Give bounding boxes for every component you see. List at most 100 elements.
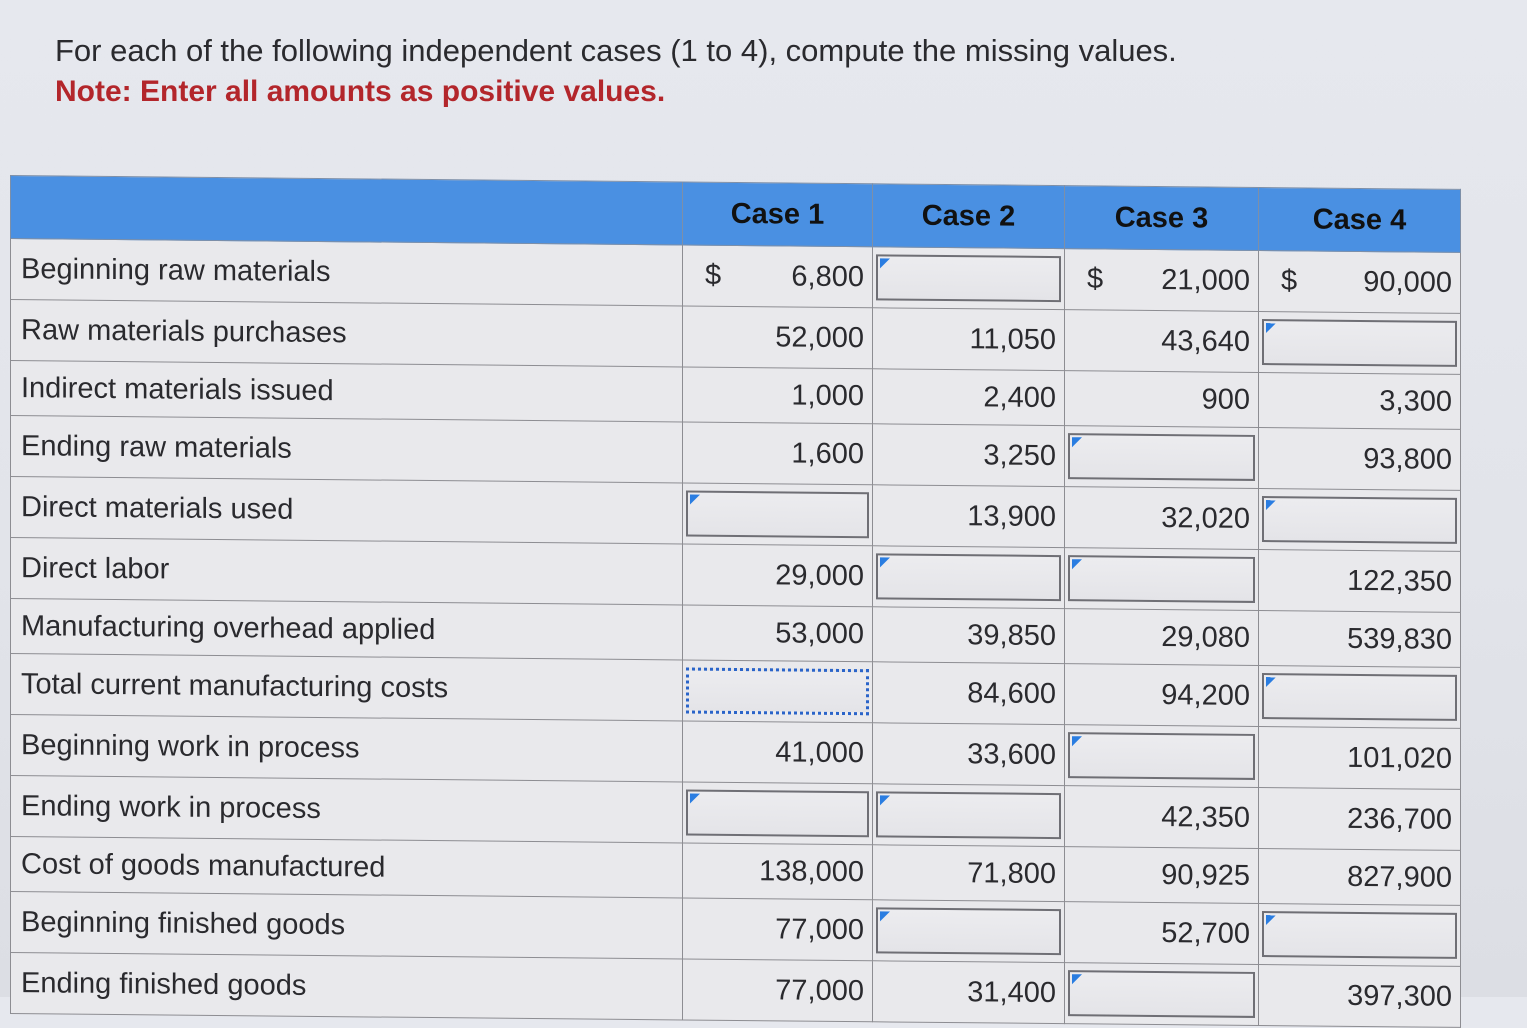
answer-input-case-2[interactable] — [876, 254, 1061, 303]
row-label: Direct materials used — [10, 476, 683, 544]
value-cell: 52,700 — [1064, 901, 1259, 965]
cell-value: 39,850 — [967, 618, 1056, 652]
answer-input-case-2[interactable] — [876, 553, 1061, 602]
answer-input-case-3[interactable] — [1068, 433, 1255, 481]
answer-cell — [872, 783, 1065, 847]
answer-cell — [1064, 547, 1259, 611]
header-case-2: Case 2 — [872, 183, 1065, 249]
cell-value: 31,400 — [967, 975, 1056, 1009]
cell-value: 71,800 — [967, 856, 1056, 890]
value-cell: 53,000 — [682, 604, 873, 662]
answer-input-case-2[interactable] — [876, 907, 1061, 956]
header-case-4: Case 4 — [1258, 187, 1461, 253]
answer-input-case-3[interactable] — [1068, 970, 1255, 1018]
cell-value: 90,000 — [1363, 265, 1452, 299]
value-cell: $21,000 — [1064, 248, 1259, 312]
cell-value: 122,350 — [1347, 564, 1452, 598]
instructions-note: Note: Enter all amounts as positive valu… — [55, 75, 666, 108]
value-cell: 3,300 — [1258, 372, 1461, 430]
cell-value: 29,000 — [775, 558, 864, 592]
value-cell: 43,640 — [1064, 309, 1259, 373]
cell-value: 13,900 — [967, 499, 1056, 533]
cell-value: 236,700 — [1347, 802, 1452, 836]
answer-input-case-4[interactable] — [1262, 911, 1457, 959]
answer-cell — [872, 545, 1065, 609]
answer-cell — [682, 482, 873, 546]
answer-cell — [1064, 724, 1259, 788]
cell-value: 43,640 — [1161, 324, 1250, 358]
cell-value: 77,000 — [775, 912, 864, 946]
answer-input-case-1[interactable] — [686, 789, 869, 838]
row-label: Beginning work in process — [10, 714, 683, 782]
answer-input-case-3[interactable] — [1068, 732, 1255, 780]
cell-value: 539,830 — [1347, 622, 1452, 656]
value-cell: 93,800 — [1258, 427, 1461, 491]
value-cell: 539,830 — [1258, 610, 1461, 668]
answer-cell — [1064, 962, 1259, 1026]
cell-value: 93,800 — [1363, 442, 1452, 476]
value-cell: 397,300 — [1258, 964, 1461, 1028]
cell-value: 84,600 — [967, 676, 1056, 710]
value-cell: 1,600 — [682, 421, 873, 485]
table-body: Beginning raw materials $6,800 $21,000 $90,… — [10, 238, 1461, 1028]
answer-input-case-4[interactable] — [1262, 319, 1457, 367]
value-cell: 31,400 — [872, 960, 1065, 1024]
answer-input-case-1[interactable] — [686, 667, 869, 716]
cell-value: 101,020 — [1347, 741, 1452, 775]
cell-value: 900 — [1201, 382, 1250, 416]
currency-symbol: $ — [1087, 262, 1104, 295]
cases-table: Case 1 Case 2 Case 3 Case 4 Beginning ra… — [10, 175, 1461, 1028]
row-label: Ending raw materials — [10, 415, 683, 483]
row-label: Beginning finished goods — [10, 891, 683, 959]
cell-value: 90,925 — [1161, 858, 1250, 892]
cell-value: 42,350 — [1161, 800, 1250, 834]
cell-value: 1,600 — [791, 437, 864, 470]
answer-input-case-4[interactable] — [1262, 496, 1457, 544]
cell-value: 1,000 — [791, 379, 864, 412]
answer-cell — [872, 246, 1065, 310]
value-cell: 2,400 — [872, 368, 1065, 426]
row-label: Ending work in process — [10, 775, 683, 843]
row-label: Cost of goods manufactured — [10, 836, 683, 898]
cell-value: 3,300 — [1379, 384, 1452, 418]
cell-value: 138,000 — [759, 854, 864, 888]
value-cell: 29,080 — [1064, 608, 1259, 666]
answer-cell — [1258, 903, 1461, 967]
answer-input-case-1[interactable] — [686, 490, 869, 539]
cell-value: 11,050 — [969, 322, 1056, 356]
answer-cell — [1258, 665, 1461, 729]
answer-cell — [682, 659, 873, 723]
row-label: Raw materials purchases — [10, 299, 683, 367]
value-cell: 39,850 — [872, 606, 1065, 664]
cell-value: 52,700 — [1161, 916, 1250, 950]
value-cell: 3,250 — [872, 423, 1065, 487]
cell-value: 827,900 — [1347, 860, 1452, 894]
cell-value: 21,000 — [1161, 263, 1250, 297]
header-case-1: Case 1 — [682, 181, 873, 247]
row-label: Total current manufacturing costs — [10, 653, 683, 721]
value-cell: 827,900 — [1258, 848, 1461, 906]
cell-value: 77,000 — [775, 973, 864, 1007]
value-cell: $6,800 — [682, 244, 873, 308]
answer-input-case-3[interactable] — [1068, 555, 1255, 603]
value-cell: 94,200 — [1064, 663, 1259, 727]
cell-value: 29,080 — [1161, 620, 1250, 654]
value-cell: 71,800 — [872, 844, 1065, 902]
cell-value: 52,000 — [775, 320, 864, 354]
cell-value: 397,300 — [1347, 979, 1452, 1013]
cell-value: 94,200 — [1161, 678, 1250, 712]
answer-input-case-2[interactable] — [876, 791, 1061, 840]
currency-symbol: $ — [1281, 264, 1298, 297]
instructions: For each of the following independent ca… — [55, 30, 1475, 112]
instructions-text: For each of the following independent ca… — [55, 33, 1177, 68]
row-label: Ending finished goods — [10, 952, 683, 1020]
value-cell: 90,925 — [1064, 846, 1259, 904]
value-cell: 101,020 — [1258, 726, 1461, 790]
row-label: Indirect materials issued — [10, 360, 683, 422]
value-cell: 900 — [1064, 370, 1259, 428]
value-cell: 29,000 — [682, 543, 873, 607]
value-cell: 1,000 — [682, 366, 873, 424]
value-cell: 122,350 — [1258, 549, 1461, 613]
answer-input-case-4[interactable] — [1262, 673, 1457, 721]
header-case-3: Case 3 — [1064, 185, 1259, 251]
